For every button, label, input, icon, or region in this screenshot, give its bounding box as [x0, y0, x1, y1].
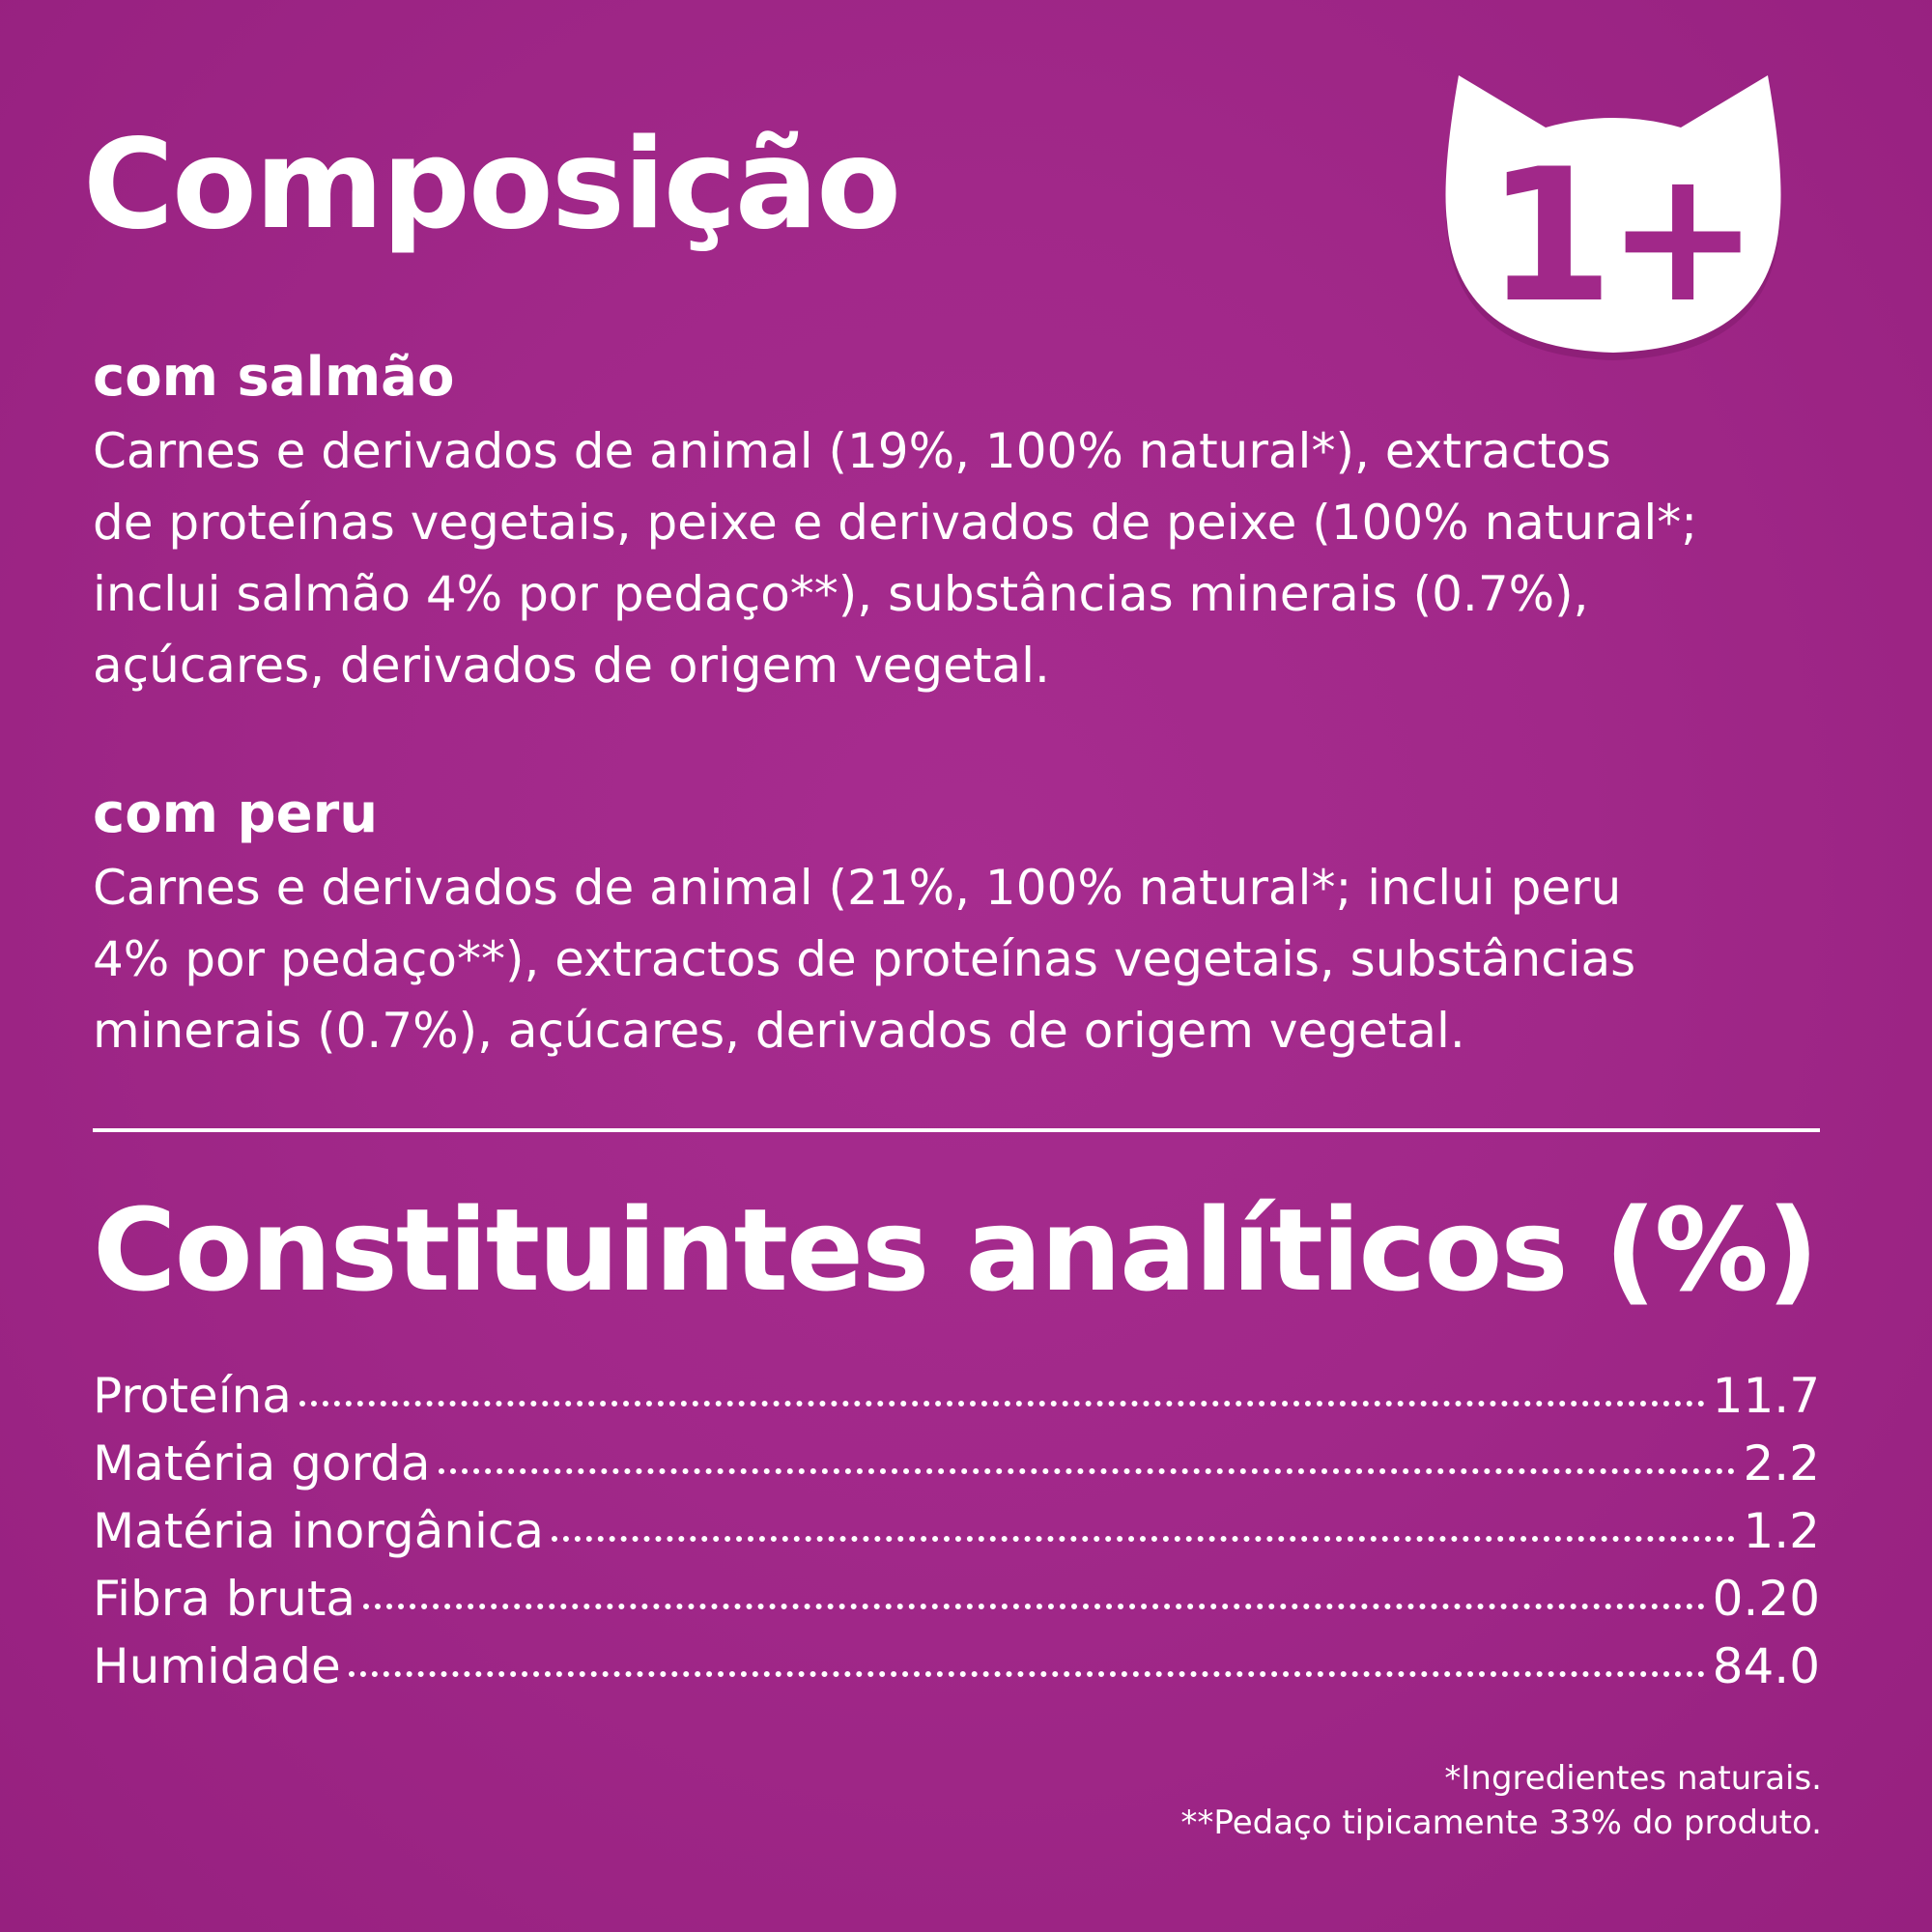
- row-value: 0.20: [1712, 1571, 1820, 1627]
- row-label: Humidade: [93, 1638, 341, 1694]
- body-line: de proteínas vegetais, peixe e derivados…: [93, 494, 1698, 551]
- row-label: Proteína: [93, 1368, 292, 1424]
- dot-leader: [552, 1536, 1736, 1542]
- section-body-peru: Carnes e derivados de animal (21%, 100% …: [93, 852, 1832, 1066]
- row-value: 84.0: [1712, 1638, 1820, 1694]
- row-value: 2.2: [1743, 1435, 1820, 1492]
- constituintes-title: Constituintes analíticos (%): [93, 1183, 1819, 1317]
- table-row: Humidade 84.0: [93, 1633, 1820, 1700]
- body-line: Carnes e derivados de animal (19%, 100% …: [93, 422, 1611, 479]
- section-title-peru: com peru: [93, 782, 379, 845]
- section-body-salmao: Carnes e derivados de animal (19%, 100% …: [93, 415, 1832, 701]
- body-line: 4% por pedaço**), extractos de proteínas…: [93, 930, 1636, 987]
- row-value: 11.7: [1712, 1368, 1820, 1424]
- row-value: 1.2: [1743, 1503, 1820, 1559]
- composicao-title: Composição: [83, 113, 901, 257]
- body-line: minerais (0.7%), açúcares, derivados de …: [93, 1002, 1465, 1059]
- cat-head-icon: 1+: [1430, 58, 1797, 367]
- table-row: Matéria inorgânica 1.2: [93, 1497, 1820, 1565]
- section-title-salmao: com salmão: [93, 346, 455, 409]
- footnotes: *Ingredientes naturais. **Pedaço tipicam…: [1180, 1756, 1822, 1845]
- body-line: inclui salmão 4% por pedaço**), substânc…: [93, 565, 1589, 622]
- row-label: Matéria gorda: [93, 1435, 431, 1492]
- footnote: **Pedaço tipicamente 33% do produto.: [1180, 1804, 1822, 1842]
- dot-leader: [363, 1604, 1705, 1609]
- body-line: Carnes e derivados de animal (21%, 100% …: [93, 859, 1622, 916]
- section-peru: com peru Carnes e derivados de animal (2…: [93, 784, 1832, 1066]
- section-salmao: com salmão Carnes e derivados de animal …: [93, 348, 1832, 701]
- footnote: *Ingredientes naturais.: [1444, 1759, 1822, 1798]
- body-line: açúcares, derivados de origem vegetal.: [93, 637, 1050, 694]
- row-label: Fibra bruta: [93, 1571, 356, 1627]
- badge-text: 1+: [1486, 129, 1751, 343]
- table-row: Fibra bruta 0.20: [93, 1565, 1820, 1633]
- dot-leader: [298, 1401, 1705, 1406]
- dot-leader: [348, 1671, 1705, 1677]
- row-label: Matéria inorgânica: [93, 1503, 545, 1559]
- divider: [93, 1128, 1820, 1132]
- table-row: Proteína 11.7: [93, 1362, 1820, 1430]
- constituintes-table: Proteína 11.7 Matéria gorda 2.2 Matéria …: [93, 1362, 1820, 1700]
- dot-leader: [438, 1468, 1736, 1474]
- table-row: Matéria gorda 2.2: [93, 1430, 1820, 1497]
